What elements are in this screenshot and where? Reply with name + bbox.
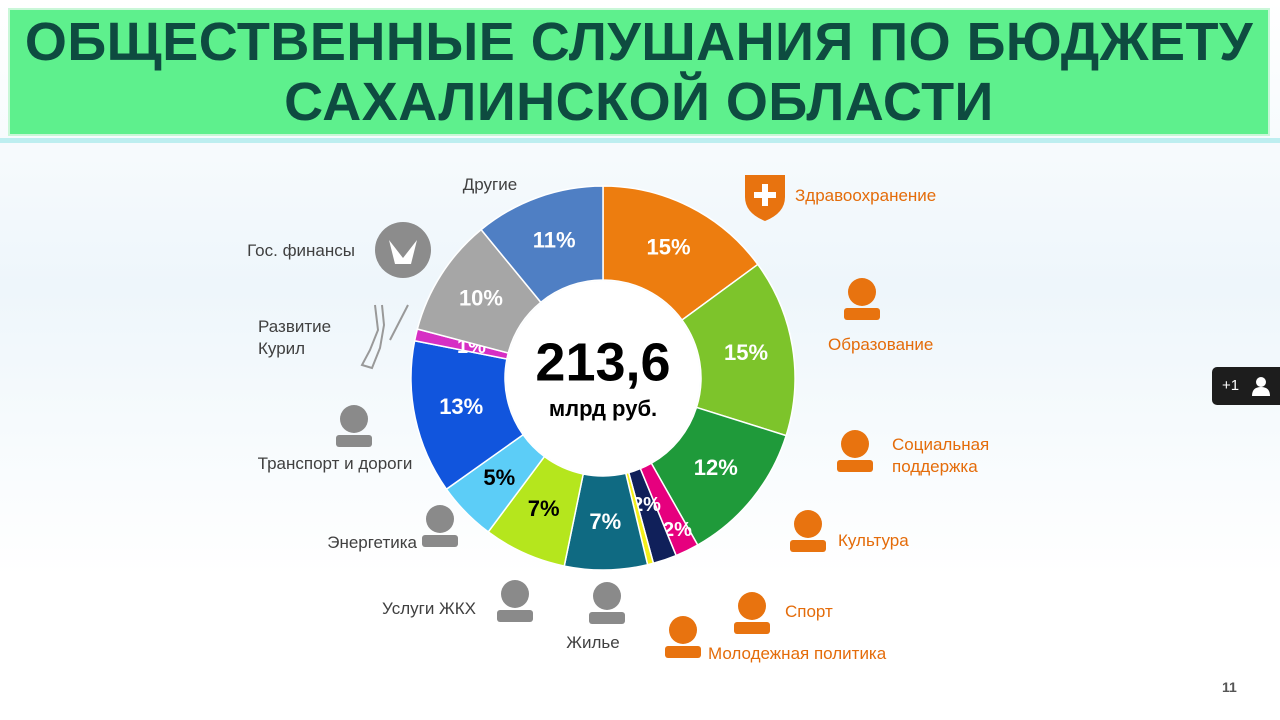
icon-shape (837, 460, 873, 472)
category-icon (336, 405, 372, 447)
donut-hole (506, 281, 700, 475)
value-label: 13% (439, 394, 483, 419)
header-divider (0, 138, 1280, 143)
icon-shape (422, 535, 458, 547)
category-label: Здравоохранение (795, 186, 937, 205)
center-total: 213,6 (535, 332, 670, 392)
category-icon (375, 222, 431, 278)
category-label: Энергетика (327, 533, 417, 552)
center-unit: млрд руб. (549, 396, 657, 421)
icon-shape (497, 610, 533, 622)
icon-shape (336, 435, 372, 447)
icon-shape (426, 505, 454, 533)
icon-shape (794, 510, 822, 538)
category-icon (589, 582, 625, 624)
icon-shape (389, 240, 417, 264)
category-label: Услуги ЖКХ (382, 599, 476, 618)
category-label: Жилье (566, 633, 620, 652)
category-label: Культура (838, 531, 909, 550)
value-label: 7% (528, 496, 560, 521)
icon-shape (848, 278, 876, 306)
page-number: 11 (1222, 679, 1237, 695)
category-icon (837, 430, 873, 472)
category-icon (497, 580, 533, 622)
icon-shape (790, 540, 826, 552)
category-label: Образование (828, 335, 934, 354)
category-label: Молодежная политика (708, 644, 887, 663)
value-label: 10% (459, 286, 503, 311)
icon-shape (844, 308, 880, 320)
category-icon (665, 616, 701, 658)
donut-segment (480, 185, 604, 304)
category-icon (734, 592, 770, 634)
icon-shape (841, 430, 869, 458)
category-icon (422, 505, 458, 547)
value-label: 7% (589, 509, 621, 534)
icon-shape (360, 304, 409, 370)
participants-badge[interactable]: +1 (1212, 367, 1280, 405)
category-label: Спорт (785, 602, 833, 621)
icon-shape (669, 616, 697, 644)
category-icon (360, 304, 409, 370)
value-label: 2% (663, 519, 692, 541)
icon-shape (340, 405, 368, 433)
icon-shape (589, 612, 625, 624)
icon-shape (734, 622, 770, 634)
icon-shape (738, 592, 766, 620)
category-label: Развитие Курил (258, 317, 332, 358)
value-label: 15% (724, 340, 768, 365)
value-label: 15% (647, 234, 691, 259)
category-label: Транспорт и дороги (257, 454, 413, 473)
category-label: Гос. финансы (247, 241, 355, 260)
category-label: Другие (462, 175, 518, 194)
value-label: 12% (694, 455, 738, 480)
icon-shape (665, 646, 701, 658)
category-icon (790, 510, 826, 552)
category-label: Социальная поддержка (892, 435, 990, 476)
value-label: 5% (483, 465, 515, 490)
icon-shape (754, 192, 776, 198)
person-icon (1252, 377, 1270, 396)
category-icon (745, 175, 785, 221)
title: ОБЩЕСТВЕННЫЕ СЛУШАНИЯ ПО БЮДЖЕТУ САХАЛИН… (24, 12, 1254, 132)
category-icon (844, 278, 880, 320)
value-label: 11% (533, 227, 576, 252)
header: ОБЩЕСТВЕННЫЕ СЛУШАНИЯ ПО БЮДЖЕТУ САХАЛИН… (8, 8, 1270, 136)
icon-shape (375, 222, 431, 278)
icon-shape (501, 580, 529, 608)
badge-count: +1 (1222, 377, 1240, 394)
icon-shape (593, 582, 621, 610)
